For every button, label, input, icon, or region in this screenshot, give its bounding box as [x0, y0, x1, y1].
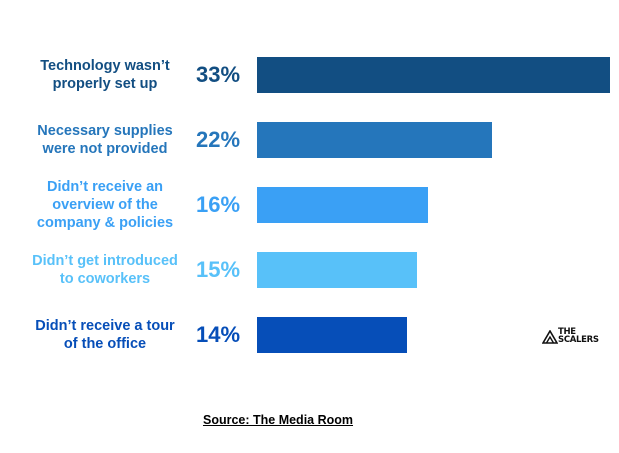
category-label: Didn’t receive a tour of the office: [35, 318, 175, 352]
bar: [257, 122, 492, 158]
value-label: 33%: [195, 62, 241, 87]
bar: [257, 187, 428, 223]
bar: [257, 57, 610, 93]
scalers-logo: THE SCALERS: [542, 328, 604, 348]
scalers-logo-text: THE SCALERS: [558, 327, 599, 345]
source-caption: Source: The Media Room: [202, 413, 354, 427]
scalers-logo-icon: [542, 330, 558, 344]
logo-line-1: THE: [558, 327, 576, 337]
category-label: Technology wasn’t properly set up: [40, 58, 170, 92]
category-label: Didn’t receive an overview of the compan…: [36, 179, 174, 231]
value-label: 16%: [195, 192, 241, 217]
logo-line-2: SCALERS: [558, 335, 599, 345]
value-label: 15%: [195, 257, 241, 282]
category-label: Didn’t get introduced to coworkers: [32, 253, 178, 287]
value-label: 14%: [195, 322, 241, 347]
bar: [257, 317, 407, 353]
bar: [257, 252, 417, 288]
value-label: 22%: [195, 127, 241, 152]
category-label: Necessary supplies were not provided: [37, 123, 173, 157]
